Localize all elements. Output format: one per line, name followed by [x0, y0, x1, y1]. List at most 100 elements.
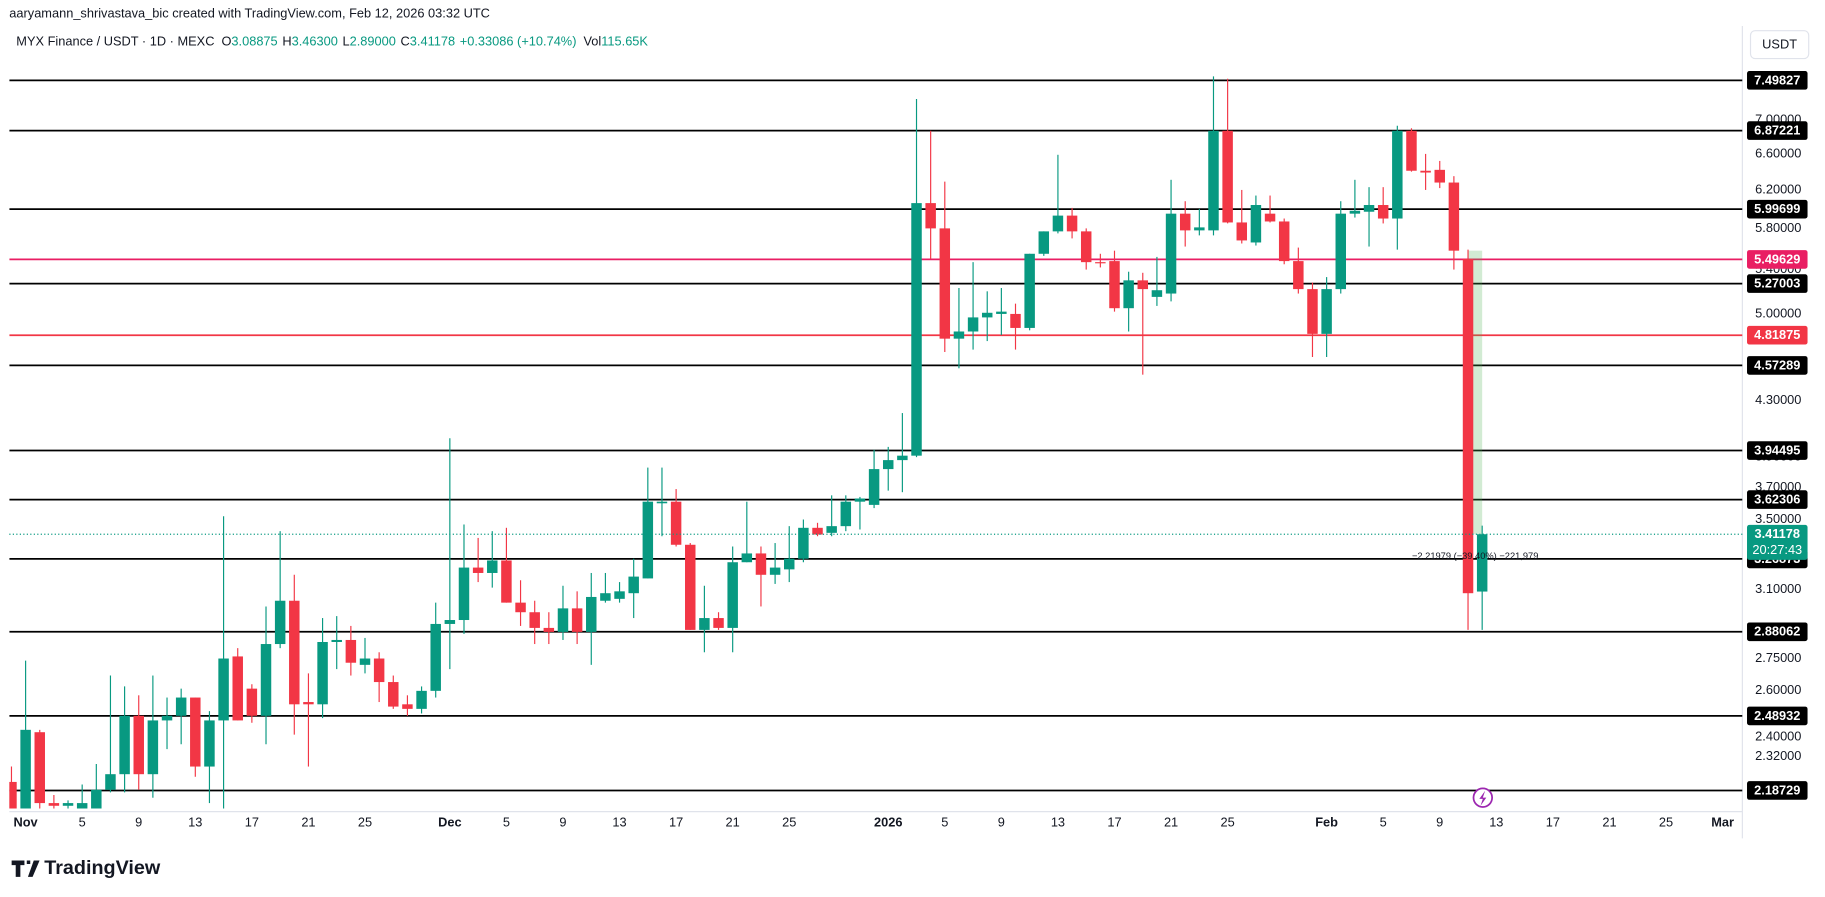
level-label: 5.27003 — [1754, 276, 1800, 291]
brand-icon — [11, 860, 40, 877]
candle-body — [1278, 221, 1290, 262]
candle-body — [812, 527, 823, 535]
level-label: 2.18729 — [1754, 782, 1800, 797]
currency-label[interactable]: USDT — [1762, 37, 1797, 52]
candle-body — [1052, 215, 1064, 232]
candle-body — [1392, 130, 1403, 219]
candle-body — [76, 803, 88, 809]
x-tick-label: 25 — [1221, 815, 1235, 830]
candle-body — [727, 562, 738, 628]
candle-body — [1236, 222, 1248, 241]
l-value: 2.89000 — [350, 34, 396, 49]
candle-body — [953, 331, 965, 339]
candle-body — [190, 697, 201, 767]
candle-body — [9, 781, 17, 809]
candle-body — [458, 567, 470, 621]
level-label: 3.94495 — [1754, 442, 1800, 457]
level-label: 5.49629 — [1754, 251, 1800, 266]
y-tick-label: 2.40000 — [1755, 728, 1801, 743]
x-tick-label: 17 — [245, 815, 259, 830]
level-label: 6.87221 — [1754, 123, 1800, 138]
candle-body — [1109, 261, 1120, 309]
candle-body — [1377, 205, 1389, 219]
o-label: O — [221, 34, 231, 49]
brand: TradingView — [44, 857, 161, 879]
x-tick-label: Nov — [14, 815, 39, 830]
x-tick-label: 9 — [998, 815, 1005, 830]
candle-body — [713, 618, 724, 628]
candle-body — [925, 203, 936, 229]
c-value: 3.41178 — [410, 34, 455, 49]
candle-body — [1476, 534, 1488, 592]
candle-body — [232, 656, 243, 721]
y-tick-label: 6.20000 — [1755, 181, 1801, 196]
level-label-bg — [1747, 121, 1808, 140]
y-tick-label: 2.60000 — [1755, 682, 1801, 697]
candle-body — [1066, 215, 1078, 232]
candle-body — [769, 567, 781, 575]
candle-body — [897, 455, 908, 461]
candle-body — [656, 501, 668, 504]
candle-body — [303, 702, 314, 705]
candle-body — [1165, 213, 1177, 294]
candle-body — [670, 501, 682, 545]
x-tick-label: 5 — [79, 815, 86, 830]
candle-body — [882, 460, 894, 470]
candle-body — [416, 690, 427, 709]
candle-body — [911, 203, 922, 456]
y-tick-label: 3.50000 — [1755, 511, 1801, 526]
l-label: L — [343, 34, 350, 49]
x-tick-label: 13 — [1051, 815, 1065, 830]
candle-body — [119, 715, 130, 775]
last-price-label: 3.41178 — [1754, 526, 1800, 541]
x-tick-label: 5 — [1380, 815, 1387, 830]
x-tick-label: 2026 — [874, 815, 902, 830]
candle-body — [642, 501, 654, 579]
axes: 7.000006.600006.200005.800005.400005.000… — [9, 71, 1808, 830]
candle-body — [402, 704, 413, 709]
candle-body — [331, 639, 342, 642]
x-tick-label: 21 — [726, 815, 740, 830]
candle-body — [1448, 182, 1460, 251]
o-value: 3.08875 — [231, 34, 277, 49]
candle-body — [204, 720, 215, 767]
currency-button[interactable] — [1749, 30, 1810, 60]
x-tick-label: Dec — [438, 815, 461, 830]
candle-body — [147, 720, 159, 775]
candle-body — [826, 526, 837, 533]
candle-body — [246, 688, 258, 716]
candle-body — [755, 553, 767, 575]
y-tick-label: 4.30000 — [1755, 392, 1801, 407]
level-label-bg — [1747, 441, 1808, 460]
x-tick-label: 25 — [782, 815, 796, 830]
measure-label: −2.21979 (−39.40%) −221,979 — [1412, 551, 1538, 561]
x-tick-label: 25 — [358, 815, 372, 830]
x-tick-label: Mar — [1711, 815, 1734, 830]
candle-body — [62, 803, 74, 806]
last-price-label-bg — [1747, 524, 1808, 560]
level-label-bg — [1747, 622, 1808, 642]
candle-body — [699, 618, 710, 630]
candle-body — [260, 644, 272, 716]
candle-body — [359, 658, 371, 665]
candle-body — [784, 558, 795, 570]
candle-body — [840, 501, 852, 527]
y-tick-label: 3.70000 — [1755, 479, 1801, 494]
candle-body — [48, 803, 60, 806]
countdown: 20:27:43 — [1752, 542, 1802, 557]
candle-body — [133, 715, 144, 775]
x-tick-label: 5 — [941, 815, 948, 830]
level-label-bg — [1747, 356, 1808, 375]
candle-body — [1406, 130, 1417, 171]
x-tick-label: 13 — [188, 815, 202, 830]
level-label-bg — [1747, 490, 1808, 509]
candle-body — [91, 789, 102, 809]
candle-body — [1349, 210, 1361, 214]
candle-body — [472, 567, 484, 573]
level-label-bg — [1747, 706, 1808, 726]
candle-body — [487, 560, 498, 573]
candle-body — [1434, 169, 1445, 183]
candle-body — [967, 317, 979, 332]
candle-body — [1151, 290, 1163, 297]
candle-body — [1123, 280, 1134, 309]
